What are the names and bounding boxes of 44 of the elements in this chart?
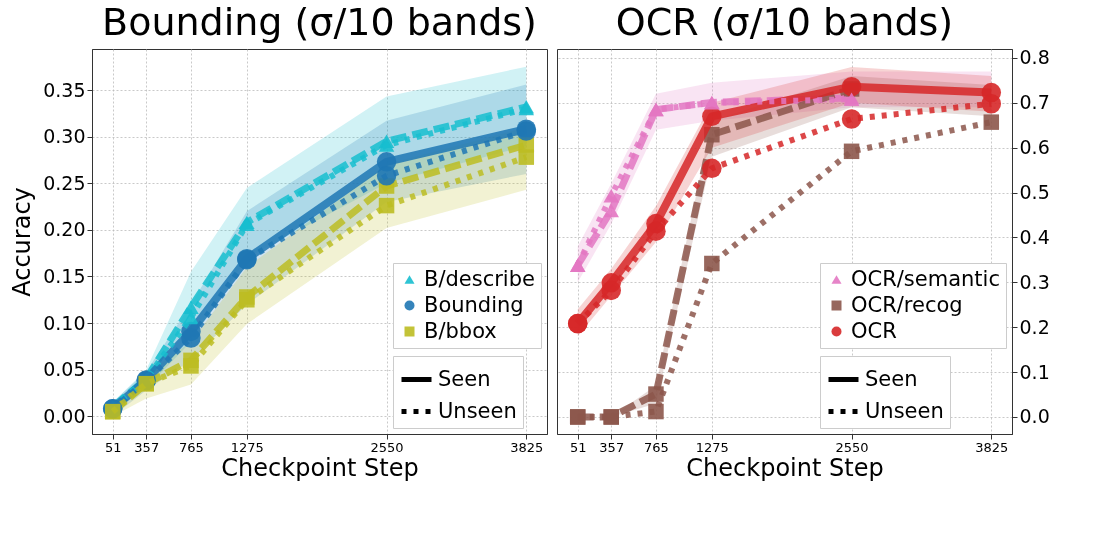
- legend-label: B/describe: [424, 266, 535, 291]
- legend-label: B/bbox: [424, 318, 497, 343]
- y2-tick-label: 0.7: [1019, 91, 1050, 114]
- annotation: Unseen: [865, 398, 944, 423]
- x-tick-label: 3825: [975, 439, 1009, 455]
- y2-tick-label: 0.0: [1019, 405, 1050, 428]
- x-tick-label: 765: [179, 439, 204, 455]
- y-tick-label: 0.20: [43, 218, 86, 241]
- y-tick-label: 0.05: [43, 358, 86, 381]
- x-tick-label: 2550: [370, 439, 404, 455]
- y-tick-label: 0.00: [43, 404, 86, 427]
- y2-tick-label: 0.1: [1019, 360, 1050, 383]
- y-tick-label: 0.10: [43, 311, 86, 334]
- y-tick-label: 0.25: [43, 171, 86, 194]
- y-axis-title: Accuracy: [8, 187, 37, 297]
- x-axis-title: Checkpoint Step: [686, 453, 884, 482]
- x-tick-label: 2550: [835, 439, 869, 455]
- y2-tick-label: 0.2: [1019, 315, 1050, 338]
- x-tick-label: 51: [569, 439, 587, 455]
- chart-title: Bounding (σ/10 bands): [102, 0, 537, 44]
- x-tick-label: 765: [644, 439, 669, 455]
- x-tick-label: 357: [134, 439, 160, 455]
- x-tick-label: 357: [599, 439, 625, 455]
- chart-title: OCR (σ/10 bands): [615, 0, 954, 44]
- legend-label: OCR/recog: [851, 292, 963, 317]
- x-tick-label: 51: [104, 439, 122, 455]
- x-tick-label: 1275: [230, 439, 264, 455]
- annotation: Seen: [865, 366, 918, 391]
- legend-label: Bounding: [424, 292, 524, 317]
- y2-tick-label: 0.8: [1019, 46, 1050, 69]
- annotation: Unseen: [438, 398, 517, 423]
- y2-tick-label: 0.3: [1019, 270, 1050, 293]
- legend-label: OCR/semantic: [851, 266, 1000, 291]
- x-tick-label: 1275: [695, 439, 729, 455]
- y-tick-label: 0.30: [43, 125, 86, 148]
- y2-tick-label: 0.6: [1019, 136, 1050, 159]
- y2-tick-label: 0.4: [1019, 225, 1050, 248]
- x-tick-label: 3825: [510, 439, 544, 455]
- annotation: Seen: [438, 366, 491, 391]
- x-axis-title: Checkpoint Step: [221, 453, 419, 482]
- y2-tick-label: 0.5: [1019, 181, 1050, 204]
- y-tick-label: 0.35: [43, 78, 86, 101]
- y-tick-label: 0.15: [43, 264, 86, 287]
- legend-label: OCR: [851, 318, 897, 343]
